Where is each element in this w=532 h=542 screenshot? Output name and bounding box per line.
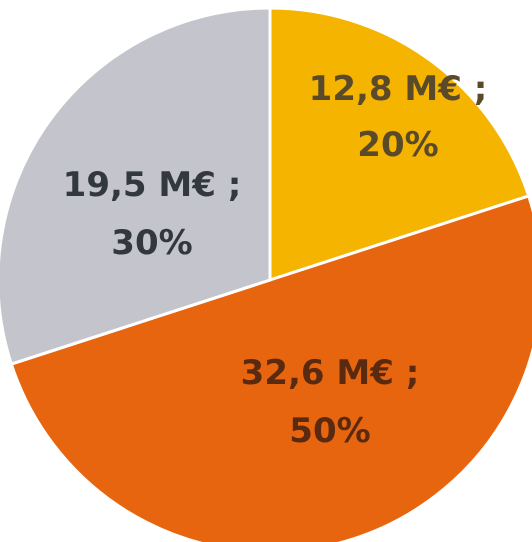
- pie-slices: [0, 6, 532, 542]
- pie-slice-0: [268, 6, 531, 283]
- slice-value-label-0: 12,8 M€ ;: [309, 69, 488, 109]
- slice-percent-label-0: 20%: [357, 125, 438, 165]
- slice-percent-label-1: 50%: [289, 411, 370, 451]
- pie-labels: 12,8 M€ ; 20% 32,6 M€ ; 50% 19,5 M€ ; 30%: [63, 69, 488, 451]
- slice-value-label-2: 19,5 M€ ;: [63, 165, 242, 205]
- pie-slice-1: [9, 194, 532, 542]
- slice-value-label-1: 32,6 M€ ;: [241, 353, 420, 393]
- slice-percent-label-2: 30%: [111, 223, 192, 263]
- pie-slice-2: [0, 6, 272, 366]
